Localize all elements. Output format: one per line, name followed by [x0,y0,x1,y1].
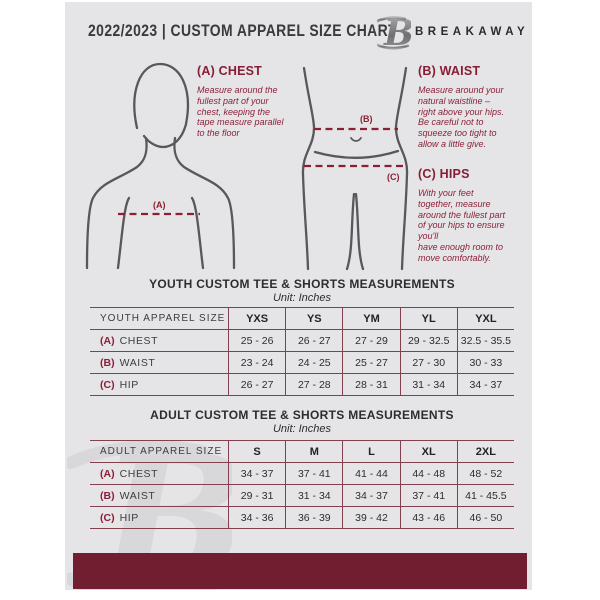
row-label: WAIST [119,356,156,369]
row-prefix: (B) [100,489,115,502]
youth-table-unit: Unit: Inches [272,292,332,304]
youth-size-ym: YM [342,308,399,329]
table-cell: 34 - 37 [228,463,285,484]
row-prefix: (C) [100,511,115,524]
adult-table-unit: Unit: Inches [272,423,332,435]
chest-guide: (A) CHEST Measure around the fullest par… [197,64,317,139]
torso-figure: (A) [85,62,236,270]
youth-table-header-row: YOUTH APPAREL SIZE YXS YS YM YL YXL [90,308,514,330]
row-prefix: (A) [100,467,115,480]
adult-size-l: L [342,441,399,462]
page-title: 2022/2023 | CUSTOM APPAREL SIZE CHART [88,21,398,40]
youth-section-header: YOUTH CUSTOM TEE & SHORTS MEASUREMENTS U… [90,277,514,304]
row-label: HIP [119,511,139,524]
youth-chest-row: (A) CHEST 25 - 26 26 - 27 27 - 29 29 - 32… [90,330,514,352]
footer-bar [73,553,527,589]
table-cell: 24 - 25 [285,352,342,373]
table-cell: 48 - 52 [456,463,514,484]
hips-guide-heading: (C) HIPS [418,167,470,181]
row-label: CHEST [119,334,159,347]
table-cell: 28 - 31 [342,374,399,395]
chest-guide-text: Measure around the fullest part of your … [197,85,284,139]
chest-guide-heading: (A) CHEST [197,64,262,78]
table-cell: 46 - 50 [456,507,514,528]
adult-size-column-header: ADULT APPAREL SIZE [100,446,223,457]
youth-hip-row: (C) HIP 26 - 27 27 - 28 28 - 31 31 - 34 3… [90,374,514,396]
adult-size-m: M [285,441,342,462]
table-cell: 27 - 29 [342,330,399,351]
table-cell: 37 - 41 [399,485,457,506]
table-cell: 26 - 27 [228,374,285,395]
row-prefix: (B) [100,356,115,369]
table-cell: 43 - 46 [399,507,457,528]
youth-waist-row: (B) WAIST 23 - 24 24 - 25 25 - 27 27 - 30… [90,352,514,374]
row-label: CHEST [119,467,159,480]
waist-guide-heading: (B) WAIST [418,64,481,78]
table-cell: 41 - 44 [342,463,399,484]
adult-section-header: ADULT CUSTOM TEE & SHORTS MEASUREMENTS U… [90,408,514,435]
hips-marker-label: (C) [387,172,400,182]
table-cell: 41 - 45.5 [456,485,514,506]
table-cell: 23 - 24 [228,352,285,373]
row-prefix: (C) [100,378,115,391]
adult-size-2xl: 2XL [456,441,514,462]
waist-guide: (B) WAIST Measure around your natural wa… [418,64,532,150]
adult-size-s: S [228,441,285,462]
waist-guide-text: Measure around your natural waistline – … [418,85,505,149]
table-cell: 36 - 39 [285,507,342,528]
table-cell: 32.5 - 35.5 [456,330,514,351]
row-label: WAIST [119,489,156,502]
table-cell: 44 - 48 [399,463,457,484]
adult-size-table: ADULT APPAREL SIZE S M L XL 2XL (A) CHEST… [90,440,514,529]
row-prefix: (A) [100,334,115,347]
table-cell: 30 - 33 [456,352,514,373]
table-cell: 25 - 27 [342,352,399,373]
row-label: HIP [119,378,139,391]
adult-waist-row: (B) WAIST 29 - 31 31 - 34 34 - 37 37 - 41… [90,485,514,507]
brand-name: BREAKAWAY [415,26,530,38]
youth-size-yxs: YXS [228,308,285,329]
adult-size-xl: XL [399,441,457,462]
chest-marker-label: (A) [153,200,166,210]
youth-size-ys: YS [285,308,342,329]
waist-marker-label: (B) [360,114,373,124]
lower-body-figure: (B) (C) [301,66,409,271]
hips-guide: (C) HIPS With your feet together, measur… [418,167,532,264]
table-cell: 31 - 34 [399,374,457,395]
table-cell: 34 - 37 [456,374,514,395]
table-cell: 29 - 32.5 [399,330,457,351]
adult-table-header-row: ADULT APPAREL SIZE S M L XL 2XL [90,441,514,463]
adult-hip-row: (C) HIP 34 - 36 36 - 39 39 - 42 43 - 46 4… [90,507,514,529]
table-cell: 27 - 28 [285,374,342,395]
table-cell: 34 - 37 [342,485,399,506]
table-cell: 25 - 26 [228,330,285,351]
size-chart-document: 2022/2023 | CUSTOM APPAREL SIZE CHART B … [65,2,532,590]
breakaway-b-logo-icon: B [377,13,411,51]
youth-size-yl: YL [399,308,457,329]
table-cell: 37 - 41 [285,463,342,484]
adult-table-title: ADULT CUSTOM TEE & SHORTS MEASUREMENTS [150,408,454,422]
table-cell: 39 - 42 [342,507,399,528]
table-cell: 26 - 27 [285,330,342,351]
table-cell: 27 - 30 [399,352,457,373]
youth-size-column-header: YOUTH APPAREL SIZE [100,313,226,324]
hips-guide-text: With your feet together, measure around … [418,188,506,263]
youth-table-title: YOUTH CUSTOM TEE & SHORTS MEASUREMENTS [149,277,455,291]
youth-size-table: YOUTH APPAREL SIZE YXS YS YM YL YXL (A) C… [90,307,514,396]
table-cell: 34 - 36 [228,507,285,528]
table-cell: 29 - 31 [228,485,285,506]
table-cell: 31 - 34 [285,485,342,506]
adult-chest-row: (A) CHEST 34 - 37 37 - 41 41 - 44 44 - 48… [90,463,514,485]
youth-size-yxl: YXL [456,308,514,329]
